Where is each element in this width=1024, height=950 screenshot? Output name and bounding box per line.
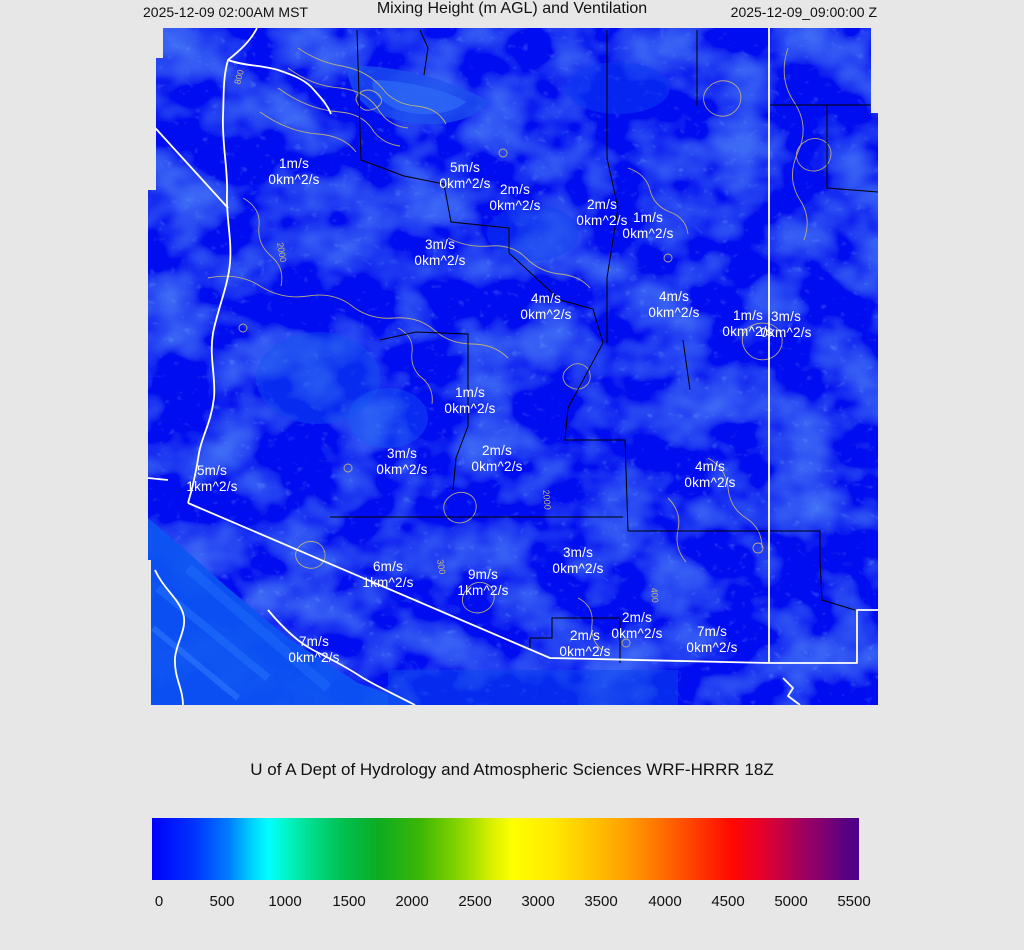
station-label: 7m/s 0km^2/s bbox=[686, 624, 738, 655]
colorado-river-lake-mead bbox=[227, 28, 332, 115]
station-label: 4m/s 0km^2/s bbox=[520, 291, 572, 322]
station-label: 6m/s 1km^2/s bbox=[362, 559, 414, 590]
station-label: 3m/s 0km^2/s bbox=[414, 237, 466, 268]
tick-label: 3000 bbox=[521, 893, 555, 910]
colorado-river-west-border bbox=[187, 59, 232, 504]
station-label: 2m/s 0km^2/s bbox=[489, 182, 541, 213]
tick-label: 1500 bbox=[332, 893, 366, 910]
station-label: 2m/s 0km^2/s bbox=[611, 610, 663, 641]
station-label: 2m/s 0km^2/s bbox=[576, 197, 628, 228]
svg-text:2000: 2000 bbox=[275, 242, 288, 263]
svg-text:2000: 2000 bbox=[541, 489, 553, 510]
station-label: 1m/s 0km^2/s bbox=[444, 385, 496, 416]
station-label: 2m/s 0km^2/s bbox=[559, 628, 611, 659]
station-label: 2m/s 0km^2/s bbox=[471, 443, 523, 474]
domain-edge-mask bbox=[148, 28, 878, 705]
valid-time-local: 2025-12-09 02:00AM MST bbox=[143, 4, 308, 20]
station-label: 5m/s 1km^2/s bbox=[186, 463, 238, 494]
tick-label: 1000 bbox=[268, 893, 302, 910]
station-label: 4m/s 0km^2/s bbox=[648, 289, 700, 320]
state-border-lines bbox=[148, 28, 878, 705]
source-caption: U of A Dept of Hydrology and Atmospheric… bbox=[250, 760, 774, 779]
station-label: 4m/s 0km^2/s bbox=[684, 459, 736, 490]
map-graphic: 800 2000 2000 400 300 bbox=[148, 28, 878, 705]
tick-label: 2500 bbox=[458, 893, 492, 910]
contour-value-labels: 800 2000 2000 400 300 bbox=[232, 68, 660, 603]
gulf-coastline bbox=[267, 609, 416, 705]
station-label: 1m/s 0km^2/s bbox=[622, 210, 674, 241]
station-label: 7m/s 0km^2/s bbox=[288, 634, 340, 665]
tick-label: 4500 bbox=[711, 893, 745, 910]
mixing-height-colorbar bbox=[152, 818, 859, 880]
colorbar-tick-labels: 0 500 1000 1500 2000 2500 3000 3500 4000… bbox=[152, 893, 871, 913]
southwest-light-region bbox=[148, 518, 418, 705]
bootheel-border bbox=[770, 609, 878, 664]
valid-time-utc: 2025-12-09_09:00:00 Z bbox=[730, 4, 877, 20]
station-label: 3m/s 0km^2/s bbox=[552, 545, 604, 576]
arizona-mixing-height-map: 800 2000 2000 400 300 bbox=[148, 28, 878, 705]
svg-text:300: 300 bbox=[435, 559, 447, 576]
station-label: 3m/s 0km^2/s bbox=[760, 309, 812, 340]
station-label: 5m/s 0km^2/s bbox=[439, 160, 491, 191]
svg-text:800: 800 bbox=[232, 68, 246, 85]
tick-label: 2000 bbox=[395, 893, 429, 910]
page-title: Mixing Height (m AGL) and Ventilation bbox=[376, 0, 648, 17]
tick-label: 3500 bbox=[584, 893, 618, 910]
svg-text:400: 400 bbox=[649, 587, 660, 603]
tick-label: 500 bbox=[209, 893, 235, 910]
station-label: 1m/s 0km^2/s bbox=[268, 156, 320, 187]
tick-label: 4000 bbox=[648, 893, 682, 910]
station-label: 9m/s 1km^2/s bbox=[457, 567, 509, 598]
county-boundary-lines bbox=[330, 29, 878, 663]
nevada-diagonal-border bbox=[148, 119, 229, 209]
mixing-height-field bbox=[148, 28, 878, 705]
tick-label: 5500 bbox=[837, 893, 871, 910]
station-label: 1m/s 0km^2/s bbox=[722, 308, 774, 339]
mexico-border bbox=[187, 502, 771, 664]
tick-label: 0 bbox=[154, 893, 164, 910]
tick-label: 5000 bbox=[774, 893, 808, 910]
station-label: 3m/s 0km^2/s bbox=[376, 446, 428, 477]
river-in-mexico bbox=[154, 569, 186, 705]
